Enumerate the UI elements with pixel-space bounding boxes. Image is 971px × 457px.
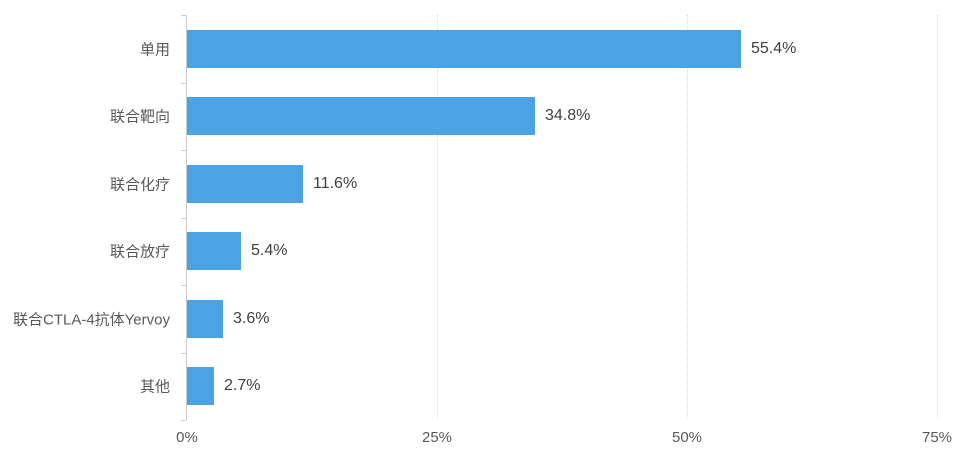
y-axis-tick <box>181 419 186 421</box>
bar-row: 联合放疗 5.4% <box>0 218 971 286</box>
bar-rows: 单用 55.4% 联合靶向 34.8% 联合化疗 11.6% 联合放疗 <box>0 15 971 420</box>
y-axis-tick <box>181 217 186 219</box>
y-axis-tick <box>181 82 186 84</box>
category-label: 联合放疗 <box>109 243 170 261</box>
gridline-50 <box>687 15 688 418</box>
bar <box>187 232 241 271</box>
y-axis-tick <box>181 150 186 151</box>
category-label: 联合CTLA-4抗体Yervoy <box>13 311 170 329</box>
bar <box>187 367 214 406</box>
x-axis-tick-label: 75% <box>921 429 953 446</box>
value-label: 34.8% <box>545 107 591 125</box>
bar-row: 其他 2.7% <box>0 353 971 421</box>
value-label: 5.4% <box>251 242 288 260</box>
bar <box>187 299 223 338</box>
bar <box>187 29 741 68</box>
bar-row: 联合化疗 11.6% <box>0 150 971 218</box>
category-label: 联合靶向 <box>109 108 170 126</box>
bar-wrap: 2.7% <box>187 367 261 406</box>
x-axis-tick-label: 50% <box>671 429 703 446</box>
y-axis-line <box>186 15 187 420</box>
bar-wrap: 11.6% <box>187 164 358 203</box>
bar <box>187 97 535 136</box>
bar-row: 联合CTLA-4抗体Yervoy 3.6% <box>0 285 971 353</box>
y-axis-tick <box>181 285 186 286</box>
bar-wrap: 55.4% <box>187 29 797 68</box>
gridline-25 <box>437 15 438 418</box>
bar-wrap: 5.4% <box>187 232 288 271</box>
gridline-75 <box>937 15 938 418</box>
value-label: 3.6% <box>233 309 270 327</box>
x-axis-tick-label: 25% <box>421 429 453 446</box>
x-axis-tick-label: 0% <box>176 429 198 446</box>
bar-wrap: 3.6% <box>187 299 270 338</box>
value-label: 11.6% <box>313 174 358 192</box>
y-axis-tick <box>181 352 186 354</box>
bar <box>187 164 303 203</box>
value-label: 2.7% <box>224 377 261 395</box>
category-label: 单用 <box>139 41 170 59</box>
category-label: 联合化疗 <box>109 176 170 194</box>
bar-row: 单用 55.4% <box>0 15 971 83</box>
bar-wrap: 34.8% <box>187 97 591 136</box>
bar-row: 联合靶向 34.8% <box>0 83 971 151</box>
category-label: 其他 <box>139 378 170 396</box>
y-axis-tick <box>181 15 186 16</box>
value-label: 55.4% <box>751 39 797 57</box>
